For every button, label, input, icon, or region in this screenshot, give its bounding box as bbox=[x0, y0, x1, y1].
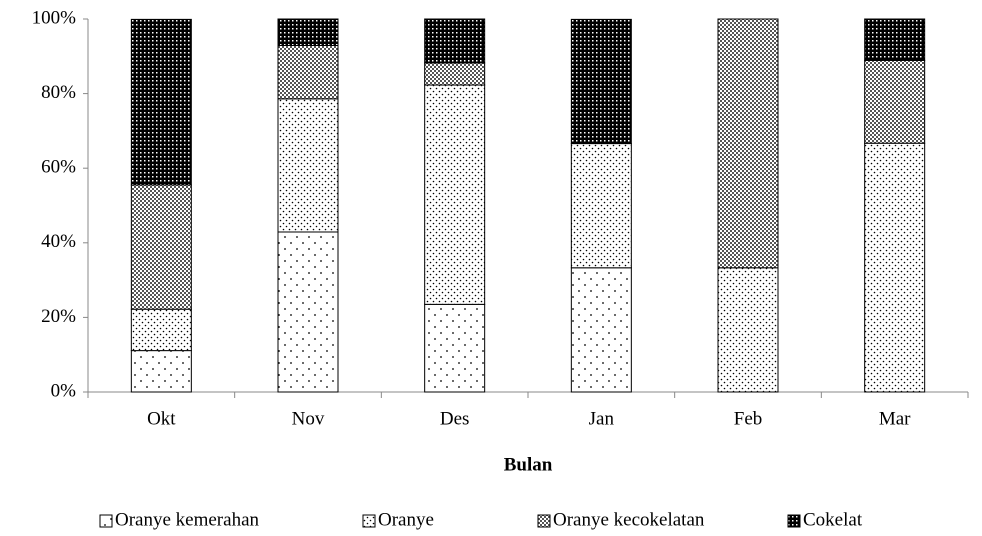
bar-segment bbox=[424, 18, 486, 64]
legend-label: Oranye kemerahan bbox=[115, 509, 260, 530]
legend-swatch bbox=[537, 514, 551, 528]
x-tick-label: Nov bbox=[292, 408, 325, 429]
legend-swatch bbox=[787, 514, 801, 528]
legend-label: Oranye kecokelatan bbox=[553, 509, 705, 530]
x-tick-label: Feb bbox=[734, 408, 763, 429]
legend-label: Oranye bbox=[378, 509, 434, 530]
x-axis-label: Bulan bbox=[504, 454, 553, 475]
bar-segment bbox=[864, 142, 926, 393]
bar-segment bbox=[864, 59, 926, 144]
y-tick-label: 0% bbox=[51, 380, 77, 401]
y-tick-label: 20% bbox=[41, 306, 76, 327]
bar-segment bbox=[130, 184, 192, 310]
y-tick-label: 60% bbox=[41, 157, 76, 178]
legend-label: Cokelat bbox=[803, 509, 863, 530]
y-tick-label: 100% bbox=[32, 7, 77, 28]
bar-segment bbox=[424, 62, 486, 86]
bar-segment bbox=[864, 18, 926, 61]
legend-swatch bbox=[362, 514, 376, 528]
bar-segment bbox=[717, 267, 779, 393]
y-tick-label: 80% bbox=[41, 82, 76, 103]
bar-segment bbox=[570, 18, 632, 145]
x-tick-label: Jan bbox=[589, 408, 615, 429]
bar-segment bbox=[130, 18, 192, 186]
bar-segment bbox=[130, 308, 192, 352]
bar-segment bbox=[424, 84, 486, 305]
legend-swatch bbox=[99, 514, 113, 528]
x-tick-label: Okt bbox=[147, 408, 176, 429]
y-tick-label: 40% bbox=[41, 231, 76, 252]
bar-segment bbox=[277, 98, 339, 233]
x-tick-label: Des bbox=[440, 408, 470, 429]
bar-segment bbox=[424, 303, 486, 393]
bar-segment bbox=[570, 267, 632, 393]
bar-segment bbox=[717, 18, 779, 269]
bar-segment bbox=[277, 231, 339, 393]
bar-segment bbox=[277, 44, 339, 100]
x-tick-label: Mar bbox=[879, 408, 911, 429]
bar-segment bbox=[570, 143, 632, 269]
bar-segment bbox=[277, 18, 339, 46]
bar-segment bbox=[130, 350, 192, 393]
